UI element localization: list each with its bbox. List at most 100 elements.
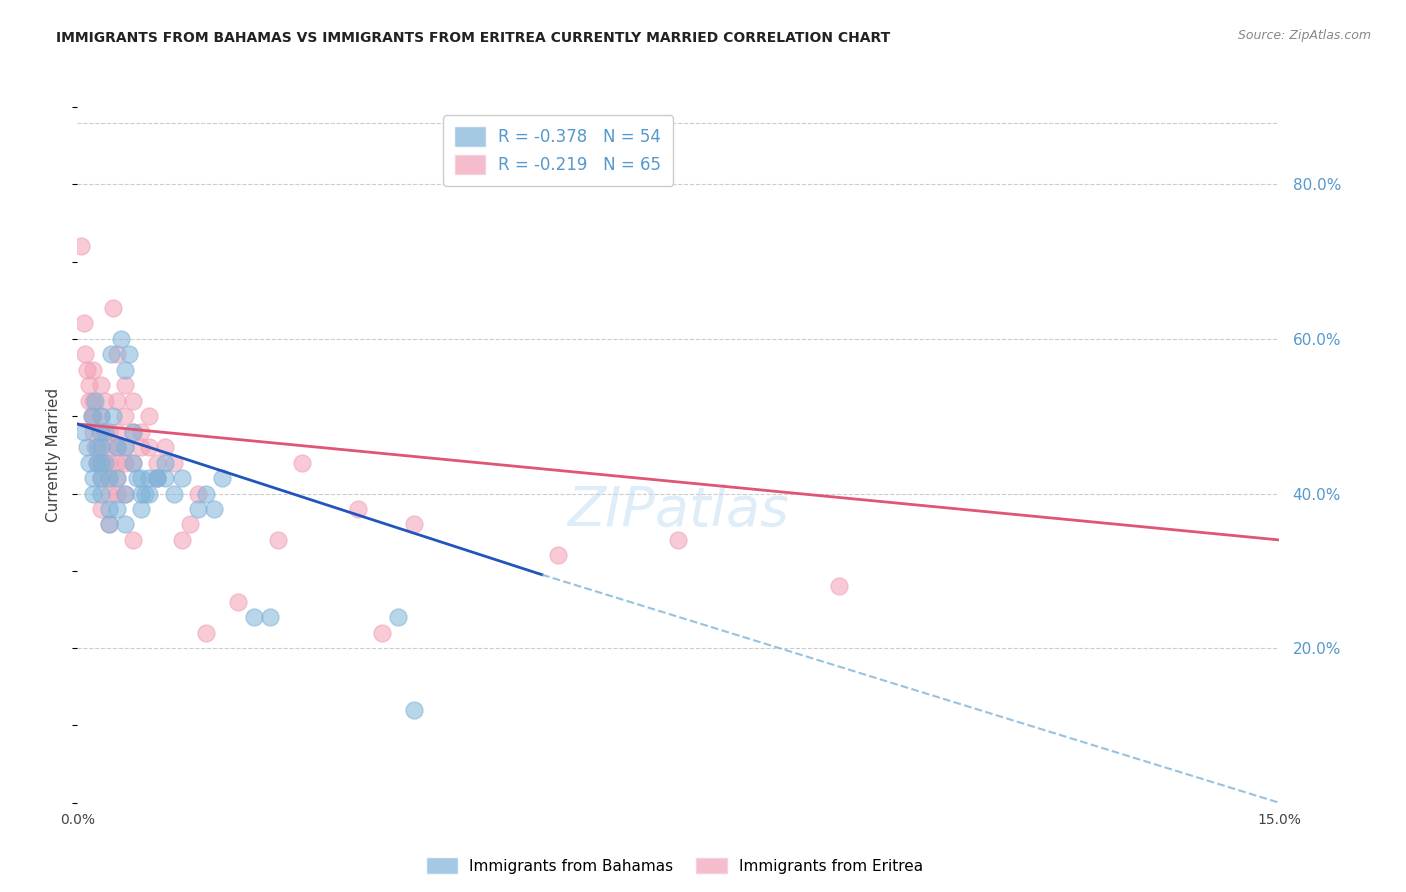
Point — [127, 471, 149, 485]
Point — [828, 579, 851, 593]
Point — [82, 471, 104, 485]
Point — [79, 456, 101, 470]
Point — [155, 471, 177, 485]
Point — [75, 347, 97, 361]
Point — [90, 440, 112, 454]
Point — [162, 456, 184, 470]
Point — [73, 317, 96, 331]
Point — [122, 425, 145, 439]
Point — [131, 502, 153, 516]
Point — [94, 393, 117, 408]
Point — [90, 471, 112, 485]
Point — [90, 425, 112, 439]
Point — [90, 378, 112, 392]
Point — [98, 517, 121, 532]
Point — [131, 440, 153, 454]
Text: ZIPatlas: ZIPatlas — [568, 484, 789, 537]
Point — [138, 471, 160, 485]
Point — [100, 347, 122, 361]
Point — [107, 440, 129, 454]
Point — [86, 456, 108, 470]
Point — [98, 425, 121, 439]
Point — [73, 425, 96, 439]
Point — [107, 486, 129, 500]
Point — [107, 393, 129, 408]
Point — [138, 486, 160, 500]
Point — [122, 425, 145, 439]
Point — [90, 456, 112, 470]
Point — [122, 456, 145, 470]
Point — [114, 517, 136, 532]
Point — [94, 456, 117, 470]
Point — [86, 456, 108, 470]
Point — [103, 409, 125, 424]
Point — [114, 409, 136, 424]
Point — [146, 471, 169, 485]
Point — [107, 456, 129, 470]
Point — [387, 610, 409, 624]
Point — [114, 363, 136, 377]
Point — [155, 456, 177, 470]
Point — [107, 471, 129, 485]
Point — [98, 471, 121, 485]
Point — [131, 425, 153, 439]
Point — [146, 471, 169, 485]
Point — [90, 502, 112, 516]
Point — [82, 425, 104, 439]
Y-axis label: Currently Married: Currently Married — [46, 388, 62, 522]
Point — [90, 440, 112, 454]
Point — [98, 502, 121, 516]
Point — [267, 533, 290, 547]
Point — [187, 486, 209, 500]
Point — [170, 533, 193, 547]
Point — [82, 409, 104, 424]
Point — [371, 625, 394, 640]
Point — [82, 486, 104, 500]
Point — [114, 456, 136, 470]
Point — [122, 533, 145, 547]
Legend: R = -0.378   N = 54, R = -0.219   N = 65: R = -0.378 N = 54, R = -0.219 N = 65 — [443, 115, 673, 186]
Point — [89, 425, 111, 439]
Point — [114, 486, 136, 500]
Point — [131, 486, 153, 500]
Point — [80, 409, 103, 424]
Point — [70, 239, 93, 253]
Point — [107, 425, 129, 439]
Point — [155, 440, 177, 454]
Point — [90, 456, 112, 470]
Point — [79, 378, 101, 392]
Point — [114, 486, 136, 500]
Point — [170, 471, 193, 485]
Point — [291, 456, 314, 470]
Point — [134, 486, 156, 500]
Point — [122, 456, 145, 470]
Point — [82, 393, 104, 408]
Point — [110, 332, 132, 346]
Text: Source: ZipAtlas.com: Source: ZipAtlas.com — [1237, 29, 1371, 42]
Point — [82, 363, 104, 377]
Point — [76, 440, 98, 454]
Point — [107, 471, 129, 485]
Point — [114, 440, 136, 454]
Point — [90, 486, 112, 500]
Point — [226, 595, 249, 609]
Point — [547, 549, 569, 563]
Point — [107, 440, 129, 454]
Point — [98, 456, 121, 470]
Point — [107, 347, 129, 361]
Point — [146, 456, 169, 470]
Point — [98, 471, 121, 485]
Point — [118, 347, 141, 361]
Point — [94, 425, 117, 439]
Point — [76, 363, 98, 377]
Point — [138, 440, 160, 454]
Point — [138, 409, 160, 424]
Point — [86, 440, 108, 454]
Text: IMMIGRANTS FROM BAHAMAS VS IMMIGRANTS FROM ERITREA CURRENTLY MARRIED CORRELATION: IMMIGRANTS FROM BAHAMAS VS IMMIGRANTS FR… — [56, 31, 890, 45]
Point — [114, 378, 136, 392]
Point — [84, 440, 107, 454]
Point — [98, 517, 121, 532]
Point — [79, 393, 101, 408]
Point — [122, 393, 145, 408]
Point — [402, 703, 425, 717]
